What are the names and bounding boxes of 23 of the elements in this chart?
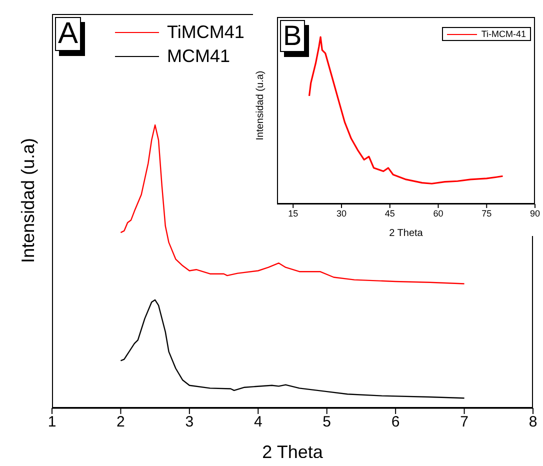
x-tick-label: 30 [336, 208, 347, 218]
x-tick-label: 45 [384, 208, 395, 218]
x-tick-label: 7 [460, 414, 468, 431]
x-tick-label: 75 [482, 208, 492, 218]
text: A [55, 17, 82, 51]
legend-label: Ti-MCM-41 [481, 28, 526, 40]
annotation: B [280, 20, 305, 52]
y-axis-title: Intensidad (u.a) [255, 70, 266, 140]
x-tick-label: 4 [254, 414, 262, 431]
x-tick-label: 8 [528, 414, 538, 431]
x-axis-title: 2 Theta [262, 442, 324, 462]
x-tick-label: 1 [48, 414, 56, 431]
y-axis-title: Intensidad (u.a) [18, 138, 39, 264]
x-tick-label: 5 [322, 414, 332, 431]
x-tick-label: 3 [185, 414, 194, 431]
x-tick-label: 2 [116, 414, 125, 431]
x-tick-label: 60 [433, 208, 444, 218]
legend-label: TiMCM41 [167, 21, 244, 44]
x-tick-label: 90 [530, 208, 540, 218]
x-tick-label: 6 [391, 414, 400, 431]
legend-label: MCM41 [167, 45, 230, 68]
x-tick-label: 15 [288, 208, 298, 218]
x-axis-title: 2 Theta [389, 228, 424, 239]
